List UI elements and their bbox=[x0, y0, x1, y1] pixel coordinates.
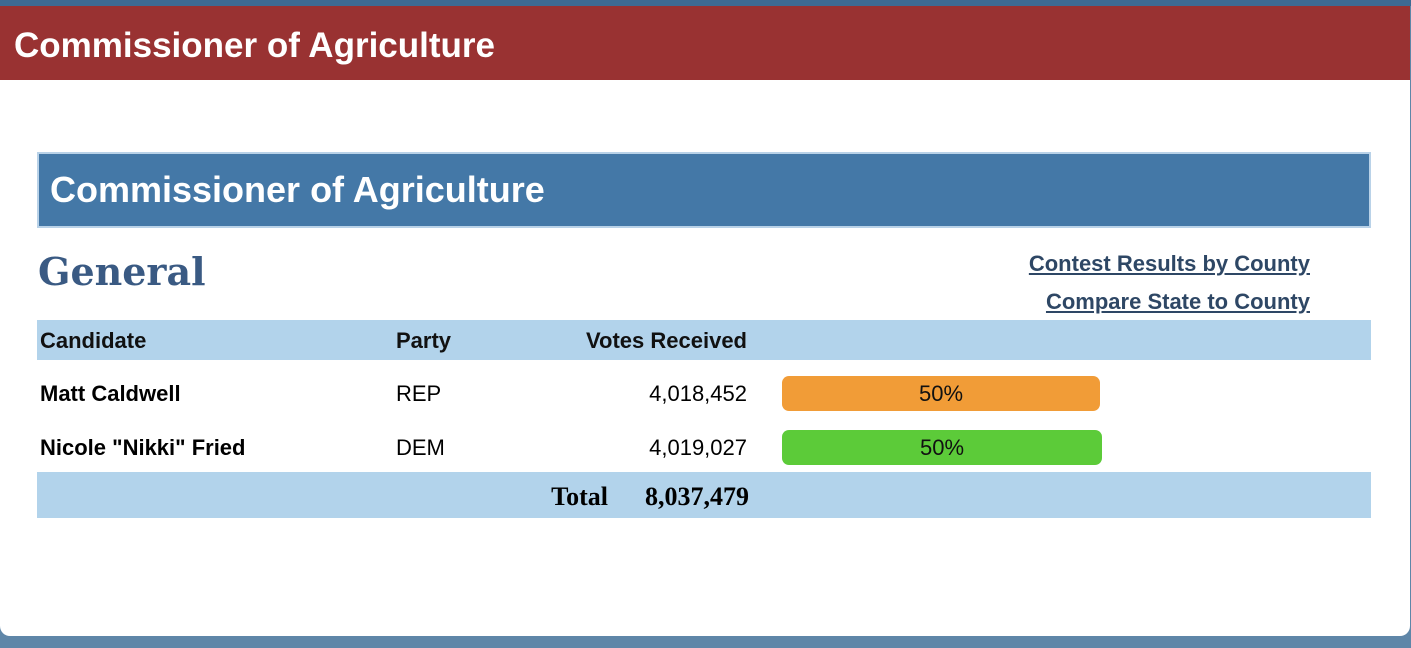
contest-title-box: Commissioner of Agriculture bbox=[37, 152, 1371, 228]
table-row: Nicole "Nikki" Fried DEM 4,019,027 50% bbox=[37, 421, 1371, 475]
page-header: Commissioner of Agriculture bbox=[0, 6, 1410, 80]
vote-share-bar: 50% bbox=[782, 430, 1102, 465]
candidate-votes: 4,019,027 bbox=[649, 435, 747, 460]
results-panel: Commissioner of Agriculture Commissioner… bbox=[0, 6, 1410, 636]
results-table-header: Candidate Party Votes Received bbox=[37, 320, 1371, 360]
candidate-votes: 4,018,452 bbox=[649, 381, 747, 406]
table-row: Matt Caldwell REP 4,018,452 50% bbox=[37, 367, 1371, 421]
window-top-strip bbox=[0, 0, 1411, 6]
candidate-name: Matt Caldwell bbox=[40, 381, 181, 406]
total-row: Total 8,037,479 bbox=[37, 472, 1371, 518]
page-title: Commissioner of Agriculture bbox=[14, 26, 495, 65]
total-votes: 8,037,479 bbox=[645, 482, 749, 511]
vote-share-bar: 50% bbox=[782, 376, 1100, 411]
vote-share-label: 50% bbox=[918, 381, 964, 406]
total-label: Total bbox=[551, 482, 608, 511]
candidate-party: REP bbox=[396, 381, 442, 406]
column-header-candidate: Candidate bbox=[40, 328, 147, 353]
contest-results-by-county-link[interactable]: Contest Results by County bbox=[1028, 251, 1310, 276]
compare-state-to-county-link[interactable]: Compare State to County bbox=[1045, 289, 1310, 314]
candidate-name: Nicole "Nikki" Fried bbox=[40, 435, 246, 460]
contest-title: Commissioner of Agriculture bbox=[50, 169, 545, 210]
vote-share-label: 50% bbox=[919, 435, 965, 460]
election-type-heading: General bbox=[38, 249, 206, 294]
candidate-party: DEM bbox=[396, 435, 445, 460]
column-header-party: Party bbox=[396, 328, 452, 353]
column-header-votes: Votes Received bbox=[585, 328, 747, 353]
